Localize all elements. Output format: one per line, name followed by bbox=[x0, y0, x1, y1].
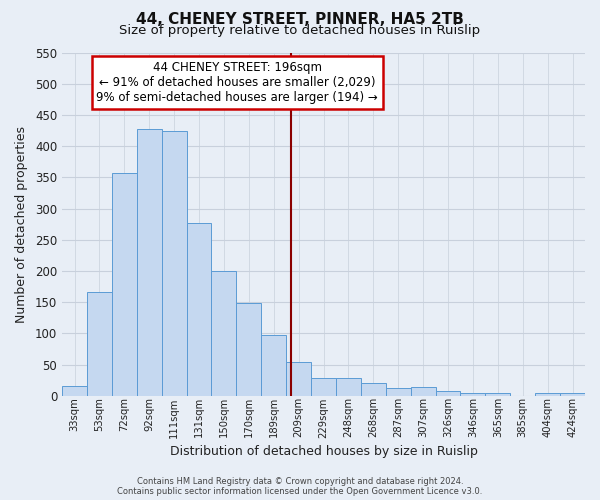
Bar bbox=[211, 271, 236, 396]
Bar bbox=[410, 387, 436, 396]
Bar bbox=[485, 394, 510, 396]
Bar bbox=[62, 386, 87, 396]
Bar bbox=[261, 335, 286, 396]
Bar bbox=[286, 362, 311, 396]
Bar bbox=[137, 128, 161, 396]
Bar bbox=[311, 378, 336, 396]
Bar bbox=[361, 382, 386, 396]
Bar bbox=[436, 392, 460, 396]
Bar bbox=[187, 223, 211, 396]
Bar bbox=[161, 130, 187, 396]
Bar bbox=[236, 303, 261, 396]
X-axis label: Distribution of detached houses by size in Ruislip: Distribution of detached houses by size … bbox=[170, 444, 478, 458]
Text: 44, CHENEY STREET, PINNER, HA5 2TB: 44, CHENEY STREET, PINNER, HA5 2TB bbox=[136, 12, 464, 28]
Bar bbox=[87, 292, 112, 396]
Y-axis label: Number of detached properties: Number of detached properties bbox=[15, 126, 28, 322]
Text: Size of property relative to detached houses in Ruislip: Size of property relative to detached ho… bbox=[119, 24, 481, 37]
Bar bbox=[560, 392, 585, 396]
Text: 44 CHENEY STREET: 196sqm
← 91% of detached houses are smaller (2,029)
9% of semi: 44 CHENEY STREET: 196sqm ← 91% of detach… bbox=[97, 61, 378, 104]
Bar bbox=[386, 388, 410, 396]
Bar bbox=[535, 392, 560, 396]
Bar bbox=[460, 392, 485, 396]
Bar bbox=[336, 378, 361, 396]
Bar bbox=[112, 173, 137, 396]
Text: Contains HM Land Registry data © Crown copyright and database right 2024.
Contai: Contains HM Land Registry data © Crown c… bbox=[118, 476, 482, 496]
